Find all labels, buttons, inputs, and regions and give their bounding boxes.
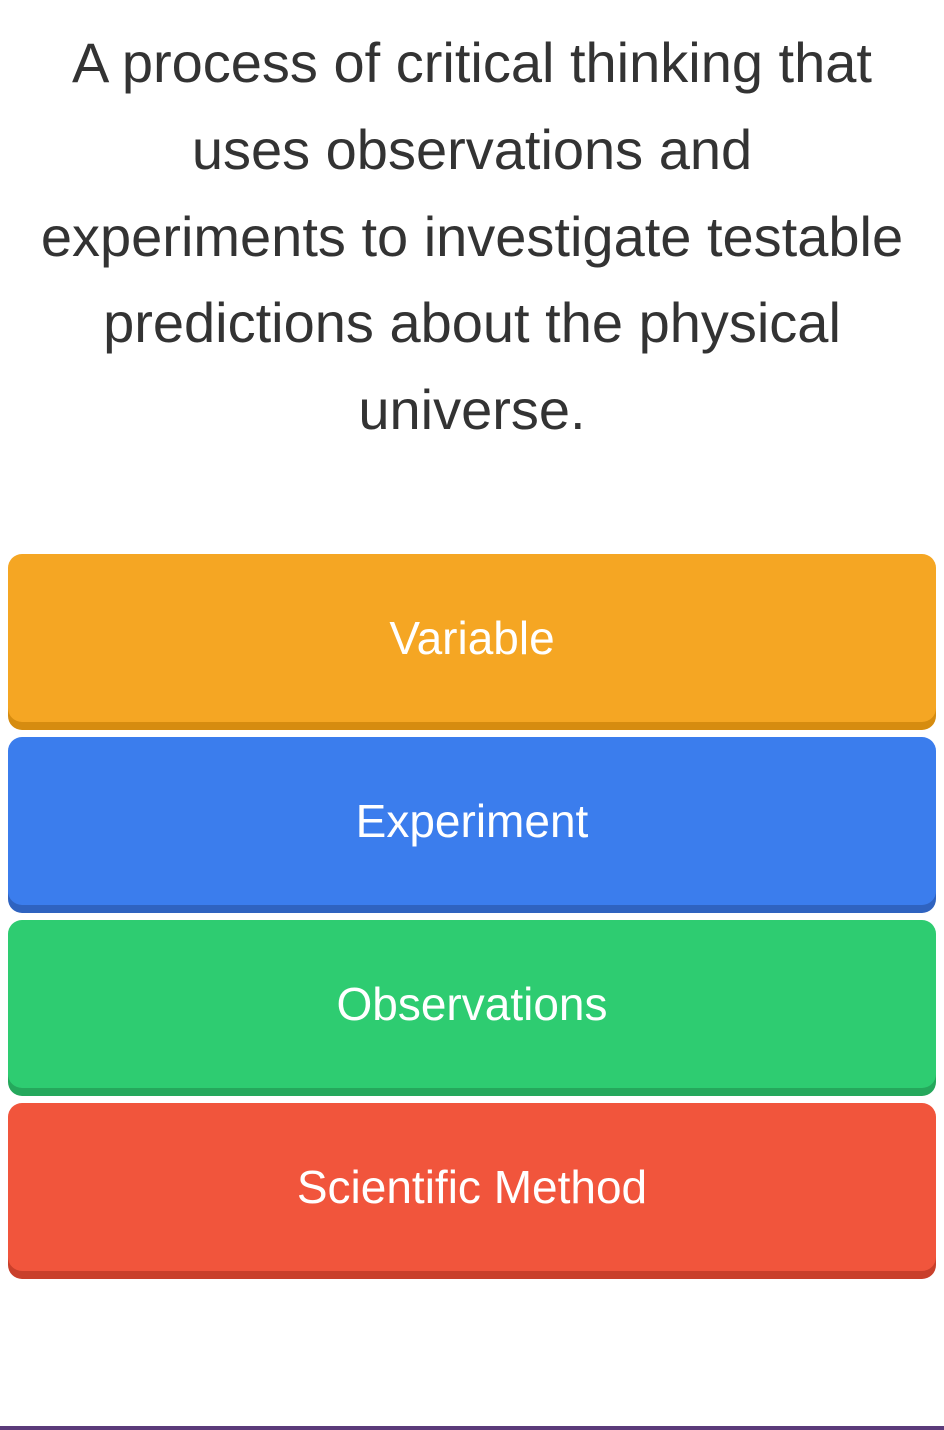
answer-option-2[interactable]: Experiment [8, 737, 936, 905]
answers-list: Variable Experiment Observations Scienti… [8, 554, 936, 1271]
answer-option-3[interactable]: Observations [8, 920, 936, 1088]
footer-accent-bar [0, 1426, 944, 1430]
question-text: A process of critical thinking that uses… [8, 0, 936, 454]
answer-option-1[interactable]: Variable [8, 554, 936, 722]
answer-label: Variable [389, 611, 554, 665]
answer-label: Experiment [356, 794, 589, 848]
answer-label: Scientific Method [297, 1160, 647, 1214]
answer-option-4[interactable]: Scientific Method [8, 1103, 936, 1271]
quiz-container: A process of critical thinking that uses… [0, 0, 944, 1430]
answer-label: Observations [336, 977, 607, 1031]
